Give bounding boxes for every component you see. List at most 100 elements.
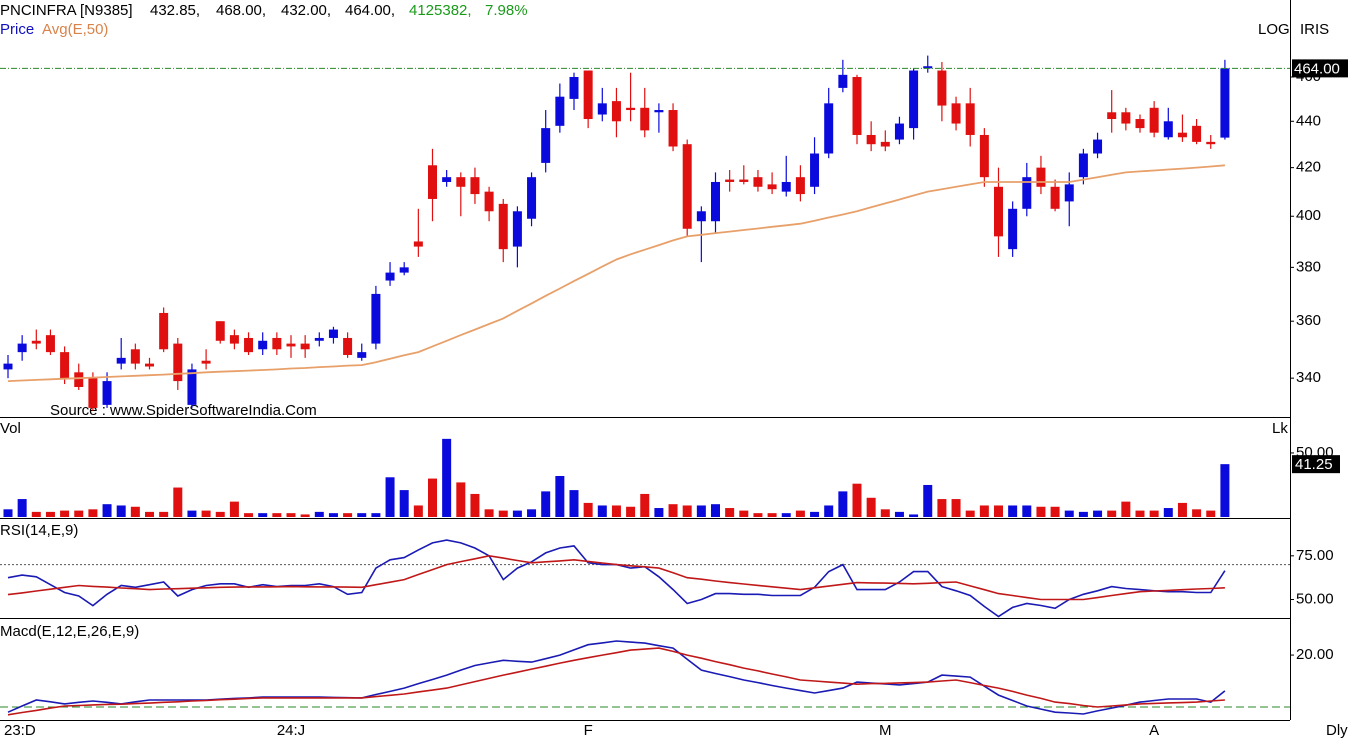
volume-bar	[767, 513, 777, 517]
candle-body	[597, 103, 607, 115]
y-tick-label: 20.00	[1296, 646, 1334, 663]
volume-bar	[753, 513, 763, 517]
candle-body	[1050, 186, 1060, 209]
volume-bar	[923, 484, 933, 517]
candle-body	[711, 181, 720, 222]
candle-body	[258, 340, 268, 350]
candle-body	[951, 103, 961, 124]
y-tick-label: 420	[1296, 159, 1321, 176]
candle-body	[272, 337, 282, 350]
y-tick-label: 380	[1296, 258, 1321, 275]
volume-bar	[1177, 502, 1187, 517]
candle-body	[201, 360, 211, 364]
candle-body	[541, 128, 551, 163]
volume-bar	[838, 491, 848, 517]
candle-body	[60, 352, 70, 379]
candle-body	[173, 343, 183, 382]
candle-body	[994, 186, 1003, 237]
candle-body	[682, 144, 692, 229]
candle-body	[1107, 112, 1117, 120]
candle-body	[739, 179, 749, 182]
volume-bar	[1192, 509, 1202, 517]
candle-body	[328, 329, 338, 338]
candle-body	[626, 107, 636, 111]
candle-body	[640, 107, 650, 131]
volume-bar	[60, 510, 70, 517]
volume-bar	[527, 509, 537, 517]
candle-body	[3, 363, 13, 370]
candle-body	[88, 378, 98, 408]
volume-bar	[1036, 506, 1046, 517]
volume-bar	[512, 510, 522, 517]
volume-bar	[201, 510, 211, 517]
candle-body	[1064, 184, 1074, 202]
candle-body	[17, 343, 27, 353]
volume-bar	[470, 493, 480, 517]
volume-bar	[145, 511, 154, 517]
value-tag-label: 41.25	[1295, 456, 1333, 473]
candle-body	[498, 203, 508, 250]
volume-bar	[583, 502, 593, 517]
volume-bar	[894, 511, 904, 517]
volume-bar	[909, 514, 919, 517]
candle-body	[866, 134, 876, 145]
candle-body	[753, 177, 763, 187]
quote-high: 468.00,	[216, 2, 266, 19]
candle-body	[909, 70, 919, 129]
volume-bar	[1135, 510, 1145, 517]
candle-body	[795, 177, 805, 195]
volume-bar	[314, 511, 324, 517]
volume-bar	[130, 506, 140, 517]
volume-bar	[116, 505, 126, 517]
candle-body	[343, 337, 353, 355]
candle-body	[45, 335, 55, 353]
candle-body	[442, 177, 452, 182]
value-tag	[1292, 455, 1340, 474]
volume-bar	[640, 493, 650, 517]
volume-bar	[286, 513, 296, 517]
volume-bar	[1093, 510, 1103, 517]
volume-bar	[569, 490, 579, 517]
candle-body	[286, 343, 296, 347]
theme-label: IRIS	[1300, 21, 1329, 38]
candle-body	[1008, 208, 1018, 250]
volume-bar	[173, 487, 183, 517]
volume-bar	[1022, 505, 1032, 517]
candle-body	[654, 110, 664, 113]
volume-bar	[795, 510, 805, 517]
volume-bar	[696, 505, 706, 517]
volume-bar	[88, 509, 98, 517]
candle-body	[767, 184, 777, 190]
price-tag-label: 464.00	[1294, 60, 1340, 77]
candle-body	[1135, 119, 1145, 129]
volume-bar	[159, 511, 169, 517]
frame	[0, 0, 1291, 721]
volume-bar	[1050, 506, 1060, 517]
y-tick-label: 400	[1296, 207, 1321, 224]
volume-bar	[1107, 510, 1117, 517]
volume-bar	[258, 513, 268, 517]
candle-body	[130, 349, 140, 364]
volume-bar	[611, 505, 621, 517]
volume-bar	[555, 476, 565, 517]
x-tick-label: A	[1149, 722, 1159, 739]
volume-bar	[371, 513, 381, 517]
legend-average: Avg(E,50)	[42, 21, 108, 38]
candle-body	[894, 123, 904, 140]
candle-body	[314, 337, 324, 341]
candle-body	[116, 357, 126, 364]
volume-bar	[994, 505, 1003, 517]
volume-bar	[626, 506, 636, 517]
candle-body	[145, 363, 154, 367]
candle-body	[456, 177, 466, 187]
volume-bar	[215, 511, 225, 517]
panel-label: Vol	[0, 420, 21, 437]
x-tick-label: M	[879, 722, 892, 739]
quote-low: 432.00,	[281, 2, 331, 19]
period-label: Dly	[1326, 722, 1348, 739]
candle-body	[229, 335, 239, 344]
volume-bar	[399, 490, 409, 517]
volume-bar	[357, 513, 367, 517]
panel-label: RSI(14,E,9)	[0, 522, 78, 539]
volume-bar	[1121, 501, 1131, 517]
